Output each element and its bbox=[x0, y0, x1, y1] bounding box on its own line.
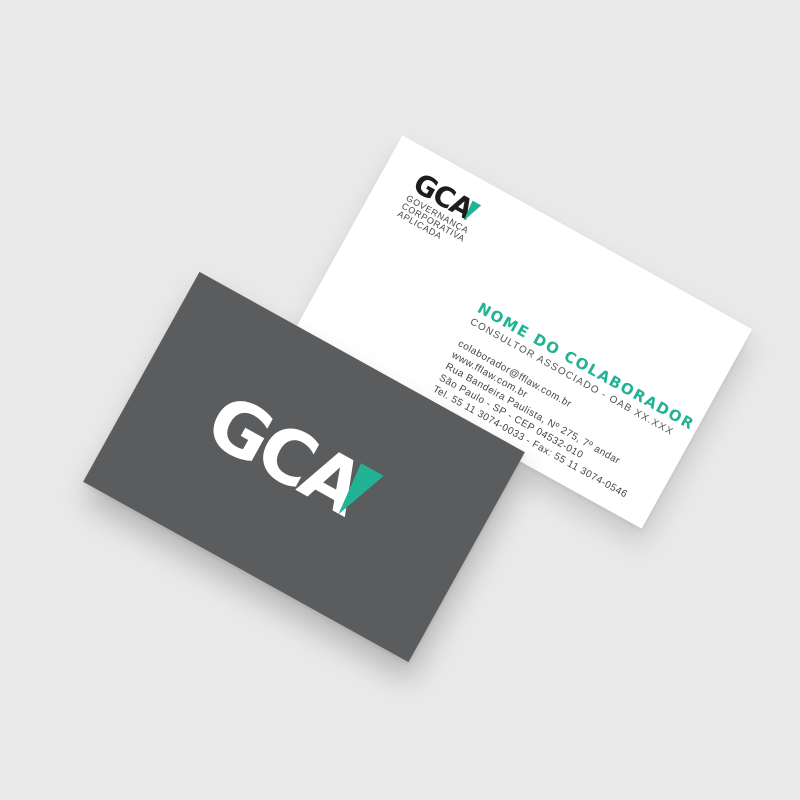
green-wedge-icon bbox=[463, 200, 482, 221]
business-card-front: GCA bbox=[83, 271, 525, 663]
gca-logo-large: GCA bbox=[193, 378, 407, 550]
green-wedge-icon-large bbox=[338, 463, 385, 515]
business-card-back: GCA GOVERNANÇA CORPORATIVA APLICADA NOME… bbox=[291, 135, 753, 529]
gca-logo-small: GCA GOVERNANÇA CORPORATIVA APLICADA bbox=[396, 167, 519, 270]
